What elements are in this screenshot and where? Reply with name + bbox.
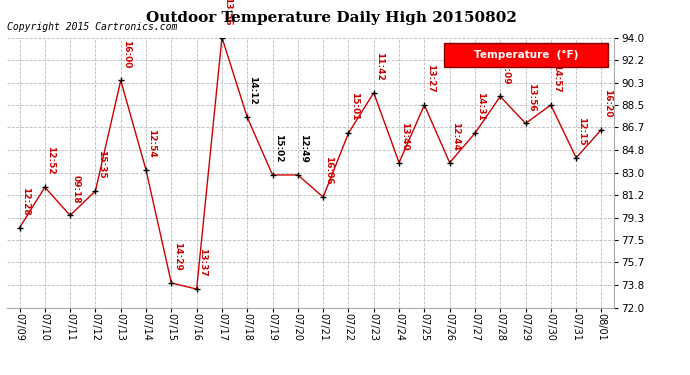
Text: Temperature  (°F): Temperature (°F) [474,50,578,60]
Text: 12:09: 12:09 [502,56,511,84]
Text: 13:56: 13:56 [224,0,233,25]
Text: 15:35: 15:35 [97,150,106,178]
Text: 11:42: 11:42 [375,52,384,81]
Text: 14:31: 14:31 [476,92,485,121]
Text: 14:29: 14:29 [172,242,181,271]
Text: 12:52: 12:52 [46,146,55,175]
Text: 12:44: 12:44 [451,122,460,150]
Text: 13:37: 13:37 [198,248,207,277]
Text: 15:01: 15:01 [350,93,359,121]
FancyBboxPatch shape [444,43,608,67]
Text: 14:57: 14:57 [552,64,561,93]
Text: 12:28: 12:28 [21,187,30,216]
Text: 13:56: 13:56 [527,82,536,111]
Text: 13:27: 13:27 [426,64,435,93]
Text: 15:02: 15:02 [274,134,283,163]
Text: 12:49: 12:49 [299,134,308,163]
Text: Copyright 2015 Cartronics.com: Copyright 2015 Cartronics.com [7,22,177,32]
Text: 12:54: 12:54 [148,129,157,158]
Text: 16:00: 16:00 [122,40,131,68]
Text: 13:40: 13:40 [400,122,409,150]
Text: Outdoor Temperature Daily High 20150802: Outdoor Temperature Daily High 20150802 [146,11,517,25]
Text: 09:18: 09:18 [72,174,81,203]
Text: 12:15: 12:15 [578,117,586,146]
Text: 14:12: 14:12 [248,76,257,105]
Text: 16:06: 16:06 [324,156,333,185]
Text: 16:20: 16:20 [603,89,612,117]
